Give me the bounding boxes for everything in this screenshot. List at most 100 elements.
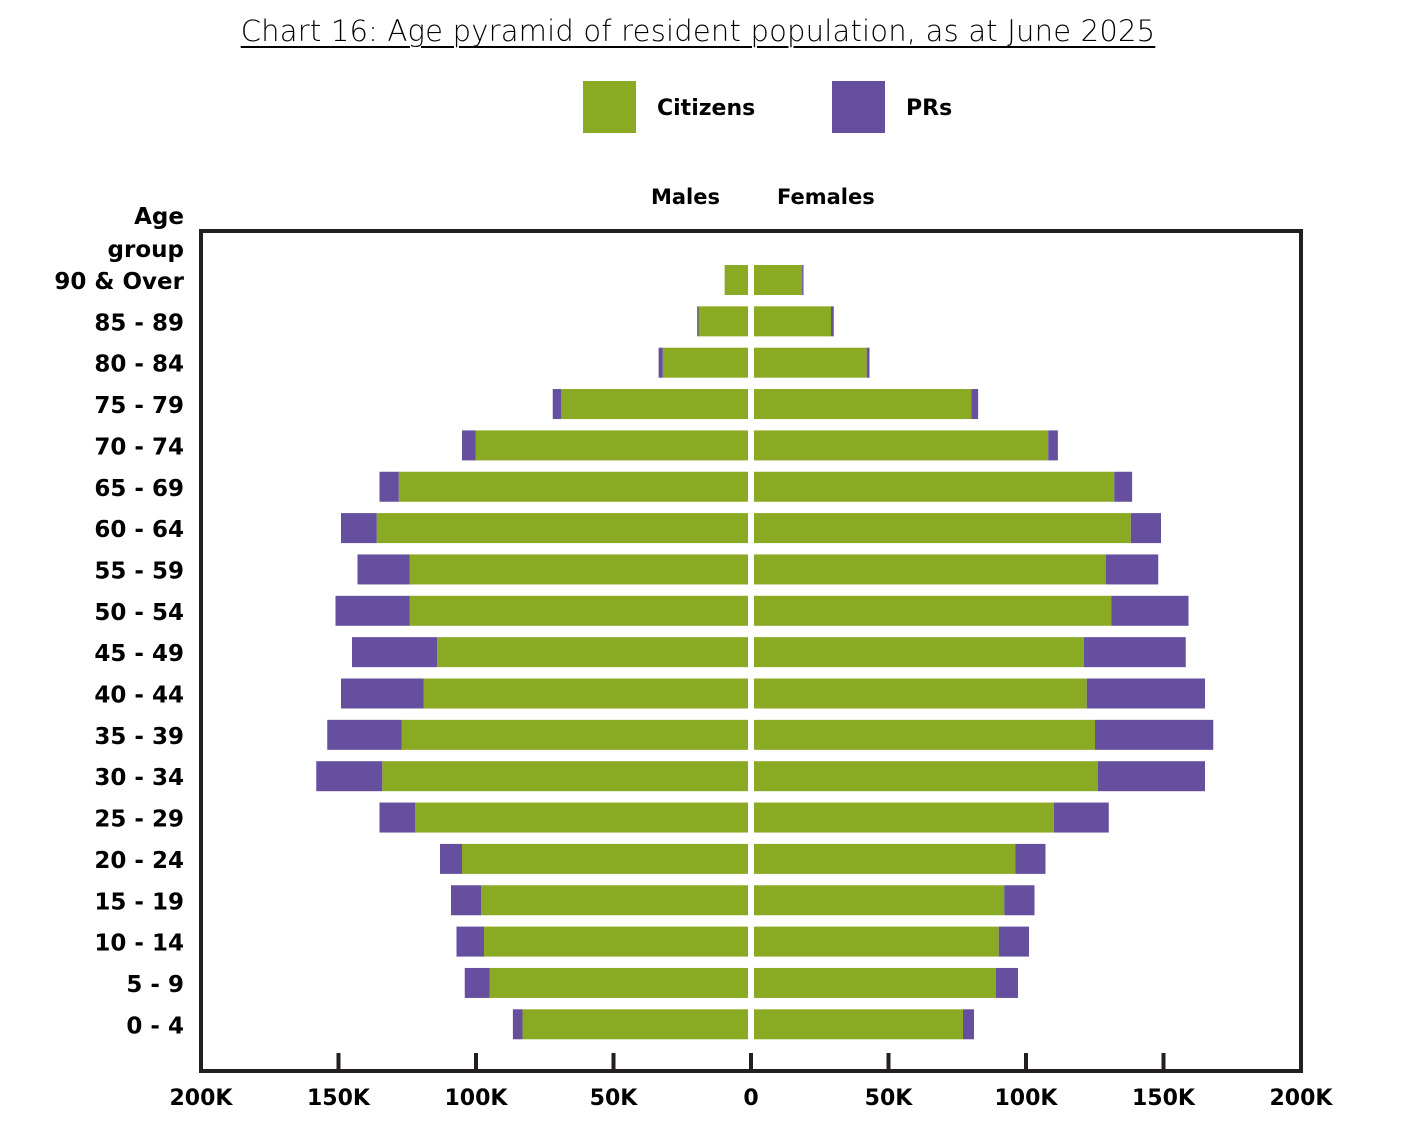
y-tick-label: 0 - 4	[126, 1013, 184, 1039]
x-tick-label: 50K	[590, 1086, 639, 1111]
bar-male-citizens-35-39	[401, 719, 748, 750]
x-tick-label: 200K	[170, 1086, 234, 1111]
bar-male-prs-70-74	[462, 430, 476, 461]
y-axis-title-line-1: Age	[134, 204, 184, 230]
bar-female-citizens-75-79	[754, 389, 972, 420]
y-tick-label: 45 - 49	[94, 641, 184, 667]
bar-female-citizens-55-59	[754, 554, 1106, 585]
bar-female-prs-0-4	[963, 1009, 974, 1040]
bar-female-citizens-60-64	[754, 513, 1131, 544]
bar-male-citizens-20-24	[462, 843, 748, 874]
y-tick-label: 10 - 14	[94, 931, 184, 957]
bar-male-prs-35-39	[327, 719, 402, 750]
bar-female-citizens-80-84	[754, 347, 867, 378]
bar-male-citizens-50-54	[409, 595, 748, 626]
bar-male-citizens-15-19	[481, 885, 748, 916]
x-tick-label: 100K	[445, 1086, 509, 1111]
bar-male-citizens-45-49	[437, 637, 748, 668]
y-tick-label: 20 - 24	[94, 848, 184, 874]
bar-female-citizens-65-69	[754, 471, 1115, 502]
x-tick-label: 150K	[307, 1086, 371, 1111]
bar-male-citizens-55-59	[409, 554, 748, 585]
bar-female-prs-45-49	[1084, 637, 1186, 668]
legend-label-citizens: Citizens	[657, 96, 755, 121]
bar-male-citizens-30-34	[382, 761, 748, 792]
bar-male-citizens-5-9	[489, 967, 748, 998]
x-tick-label: 0	[743, 1086, 758, 1111]
bar-female-citizens-10-14	[754, 926, 999, 957]
bar-female-prs-15-19	[1004, 885, 1035, 916]
bar-male-citizens-40-44	[423, 678, 748, 709]
legend-swatch-citizens	[583, 81, 636, 133]
x-axis: 200K 150K 100K 50K 0 50K 100K 150K 200K	[170, 1053, 1334, 1111]
bar-male-prs-10-14	[456, 926, 484, 957]
y-tick-label: 25 - 29	[94, 807, 184, 833]
bar-female-citizens-25-29	[754, 802, 1054, 833]
bar-female-citizens-0-4	[754, 1009, 963, 1040]
y-tick-label: 50 - 54	[94, 600, 184, 626]
bar-female-citizens-5-9	[754, 967, 996, 998]
bar-male-prs-15-19	[451, 885, 482, 916]
bar-male-prs-20-24	[440, 843, 462, 874]
bar-female-citizens-30-34	[754, 761, 1098, 792]
y-axis-title-line-2: group	[108, 237, 184, 263]
bar-female-prs-55-59	[1106, 554, 1159, 585]
bar-female-prs-20-24	[1015, 843, 1046, 874]
bar-male-prs-30-34	[316, 761, 383, 792]
bar-male-prs-25-29	[379, 802, 416, 833]
bar-male-prs-40-44	[341, 678, 424, 709]
legend-swatch-prs	[832, 81, 885, 133]
bar-male-citizens-90-over	[724, 265, 748, 295]
bar-male-citizens-65-69	[398, 471, 748, 502]
legend-label-prs: PRs	[906, 96, 952, 121]
bar-female-prs-60-64	[1130, 513, 1161, 544]
y-tick-label: 55 - 59	[94, 558, 184, 584]
bar-male-prs-45-49	[352, 637, 438, 668]
y-tick-label: 15 - 19	[94, 889, 184, 915]
bar-female-citizens-90-over	[754, 265, 803, 295]
bar-female-prs-25-29	[1053, 802, 1109, 833]
bar-female-prs-65-69	[1114, 471, 1133, 502]
bar-female-prs-5-9	[996, 967, 1018, 998]
bar-female-citizens-85-89	[754, 306, 831, 337]
bar-female-citizens-70-74	[754, 430, 1049, 461]
y-tick-label: 30 - 34	[94, 765, 184, 791]
bar-female-citizens-20-24	[754, 843, 1016, 874]
bar-male-citizens-80-84	[662, 347, 748, 378]
bar-male-citizens-85-89	[698, 306, 748, 337]
y-tick-label: 65 - 69	[94, 476, 184, 502]
bar-male-prs-60-64	[341, 513, 377, 544]
y-tick-label: 85 - 89	[94, 310, 184, 336]
y-tick-label: 40 - 44	[94, 683, 184, 709]
males-label: Males	[651, 185, 720, 209]
females-label: Females	[777, 185, 875, 209]
chart-title: Chart 16: Age pyramid of resident popula…	[240, 14, 1156, 48]
bar-female-citizens-35-39	[754, 719, 1095, 750]
bar-female-prs-35-39	[1095, 719, 1214, 750]
bar-male-prs-65-69	[379, 471, 399, 502]
x-tick-label: 200K	[1270, 1086, 1334, 1111]
bar-male-citizens-0-4	[522, 1009, 748, 1040]
bar-female-prs-70-74	[1048, 430, 1058, 461]
bar-male-prs-50-54	[335, 595, 410, 626]
bar-male-prs-55-59	[357, 554, 410, 585]
bars	[316, 265, 1214, 1040]
y-tick-label: 60 - 64	[94, 517, 184, 543]
x-tick-label: 50K	[865, 1086, 914, 1111]
legend: Citizens PRs	[583, 81, 952, 133]
x-tick-label: 150K	[1132, 1086, 1196, 1111]
x-tick-label: 100K	[995, 1086, 1059, 1111]
bar-male-citizens-75-79	[561, 389, 748, 420]
y-tick-label: 90 & Over	[54, 269, 184, 295]
bar-male-prs-85-89	[697, 306, 699, 337]
bar-male-prs-0-4	[512, 1009, 523, 1040]
y-tick-label: 80 - 84	[94, 352, 184, 378]
y-tick-label: 5 - 9	[126, 972, 184, 998]
bar-female-prs-80-84	[866, 347, 870, 378]
y-tick-label: 35 - 39	[94, 724, 184, 750]
bar-male-prs-5-9	[464, 967, 490, 998]
y-tick-label: 75 - 79	[94, 393, 184, 419]
bar-female-prs-40-44	[1086, 678, 1205, 709]
bar-male-prs-75-79	[552, 389, 561, 420]
